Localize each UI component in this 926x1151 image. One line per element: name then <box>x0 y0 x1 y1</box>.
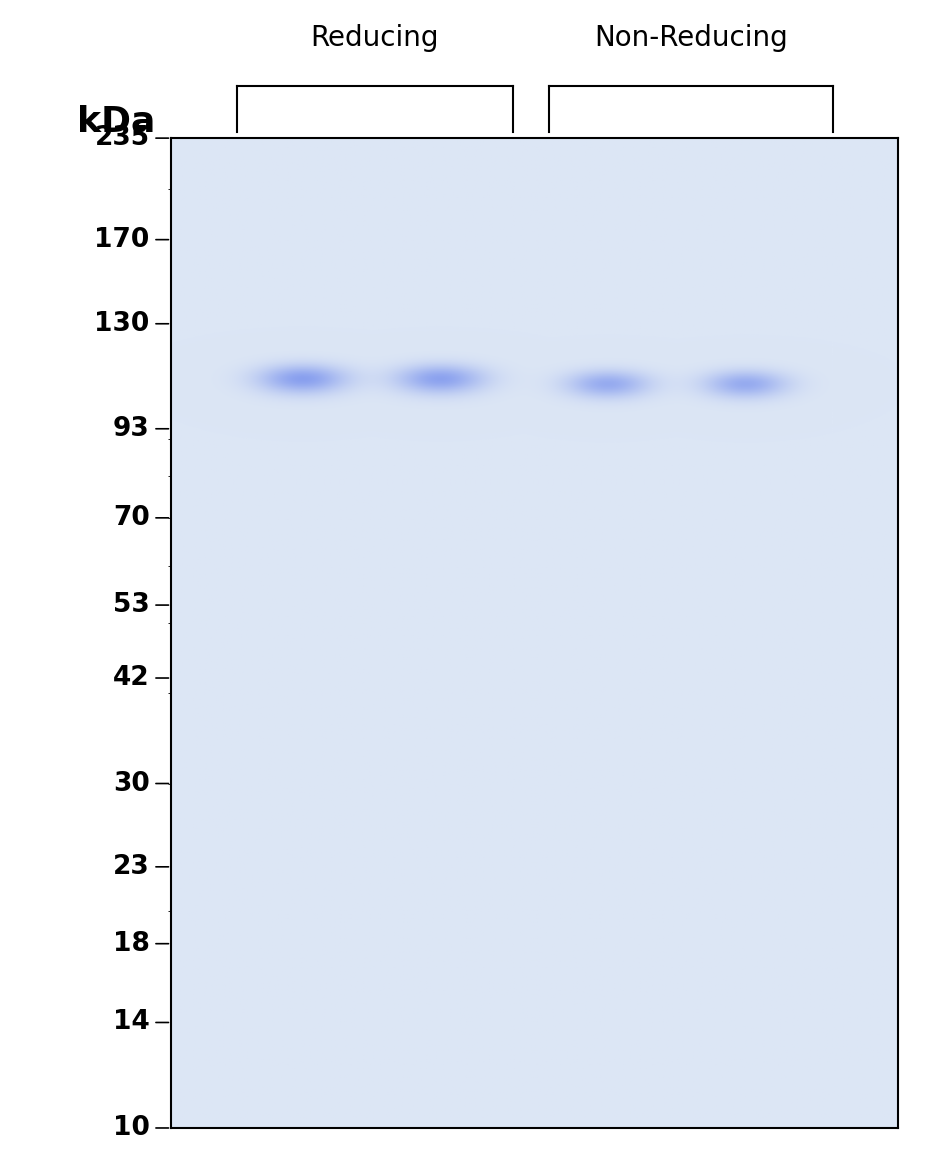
Text: 42: 42 <box>113 665 149 691</box>
Text: Reducing: Reducing <box>310 24 439 52</box>
Text: 10: 10 <box>113 1115 149 1141</box>
Text: 170: 170 <box>94 227 149 252</box>
Text: 23: 23 <box>113 854 149 879</box>
Text: 93: 93 <box>113 416 149 442</box>
Text: kDa: kDa <box>77 104 156 138</box>
Text: 53: 53 <box>113 592 149 618</box>
Text: 30: 30 <box>113 770 149 796</box>
Text: 14: 14 <box>113 1009 149 1036</box>
Text: 18: 18 <box>113 931 149 956</box>
Text: Non-Reducing: Non-Reducing <box>594 24 788 52</box>
Text: 130: 130 <box>94 311 149 337</box>
Text: 70: 70 <box>113 505 149 531</box>
Text: 235: 235 <box>94 125 149 151</box>
